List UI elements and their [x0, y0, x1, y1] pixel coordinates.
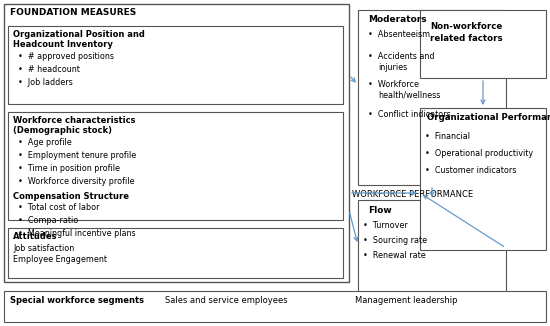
Text: •  Workforce diversity profile: • Workforce diversity profile	[18, 177, 135, 186]
Text: Moderators: Moderators	[368, 15, 427, 24]
Text: Compensation Structure: Compensation Structure	[13, 192, 129, 201]
Text: •  Compa-ratio: • Compa-ratio	[18, 216, 78, 225]
Text: •  Accidents and: • Accidents and	[368, 52, 435, 61]
Text: •  Workforce: • Workforce	[368, 80, 419, 89]
Text: Sales and service employees: Sales and service employees	[165, 296, 288, 305]
Text: Organizational Performance: Organizational Performance	[427, 113, 550, 122]
Text: Non-workforce: Non-workforce	[430, 22, 502, 31]
Text: •  # approved positions: • # approved positions	[18, 52, 114, 61]
Bar	[8, 26, 343, 104]
Text: •  Customer indicators: • Customer indicators	[425, 166, 516, 175]
Text: injuries: injuries	[378, 63, 407, 72]
Text: •  Absenteeism: • Absenteeism	[368, 30, 430, 39]
Text: Flow: Flow	[368, 206, 392, 215]
Text: •  Turnover: • Turnover	[363, 221, 408, 230]
Text: •  Meaningful incentive plans: • Meaningful incentive plans	[18, 229, 136, 238]
Text: •  Conflict indicators: • Conflict indicators	[368, 110, 451, 119]
Text: •  Sourcing rate: • Sourcing rate	[363, 236, 427, 245]
Bar	[8, 228, 343, 278]
Text: •  Financial: • Financial	[425, 132, 470, 141]
Bar	[8, 112, 343, 220]
Text: Attitudes: Attitudes	[13, 232, 58, 241]
Text: Management leadership: Management leadership	[355, 296, 458, 305]
Bar	[4, 291, 546, 322]
Text: •  Job ladders: • Job ladders	[18, 78, 73, 87]
Text: related factors: related factors	[430, 34, 503, 43]
Text: Headcount Inventory: Headcount Inventory	[13, 40, 113, 49]
Text: Employee Engagement: Employee Engagement	[13, 255, 107, 264]
Text: •  Age profile: • Age profile	[18, 138, 72, 147]
Text: Workforce characteristics: Workforce characteristics	[13, 116, 135, 125]
Text: Special workforce segments: Special workforce segments	[10, 296, 144, 305]
Bar	[4, 4, 349, 282]
Text: •  Operational productivity: • Operational productivity	[425, 149, 533, 158]
Text: •  # headcount: • # headcount	[18, 65, 80, 74]
Bar	[358, 10, 506, 185]
Text: Job satisfaction: Job satisfaction	[13, 244, 74, 253]
Bar	[420, 108, 546, 250]
Text: health/wellness: health/wellness	[378, 91, 441, 100]
Text: FOUNDATION MEASURES: FOUNDATION MEASURES	[10, 8, 136, 17]
Text: Organizational Position and: Organizational Position and	[13, 30, 145, 39]
Bar	[420, 10, 546, 78]
Text: •  Total cost of labor: • Total cost of labor	[18, 203, 100, 212]
Text: •  Employment tenure profile: • Employment tenure profile	[18, 151, 136, 160]
Text: (Demographic stock): (Demographic stock)	[13, 126, 112, 135]
Text: WORKFORCE PERFORMANCE: WORKFORCE PERFORMANCE	[352, 190, 473, 199]
Text: •  Renewal rate: • Renewal rate	[363, 251, 426, 260]
Text: •  Time in position profile: • Time in position profile	[18, 164, 120, 173]
Bar	[358, 200, 506, 295]
